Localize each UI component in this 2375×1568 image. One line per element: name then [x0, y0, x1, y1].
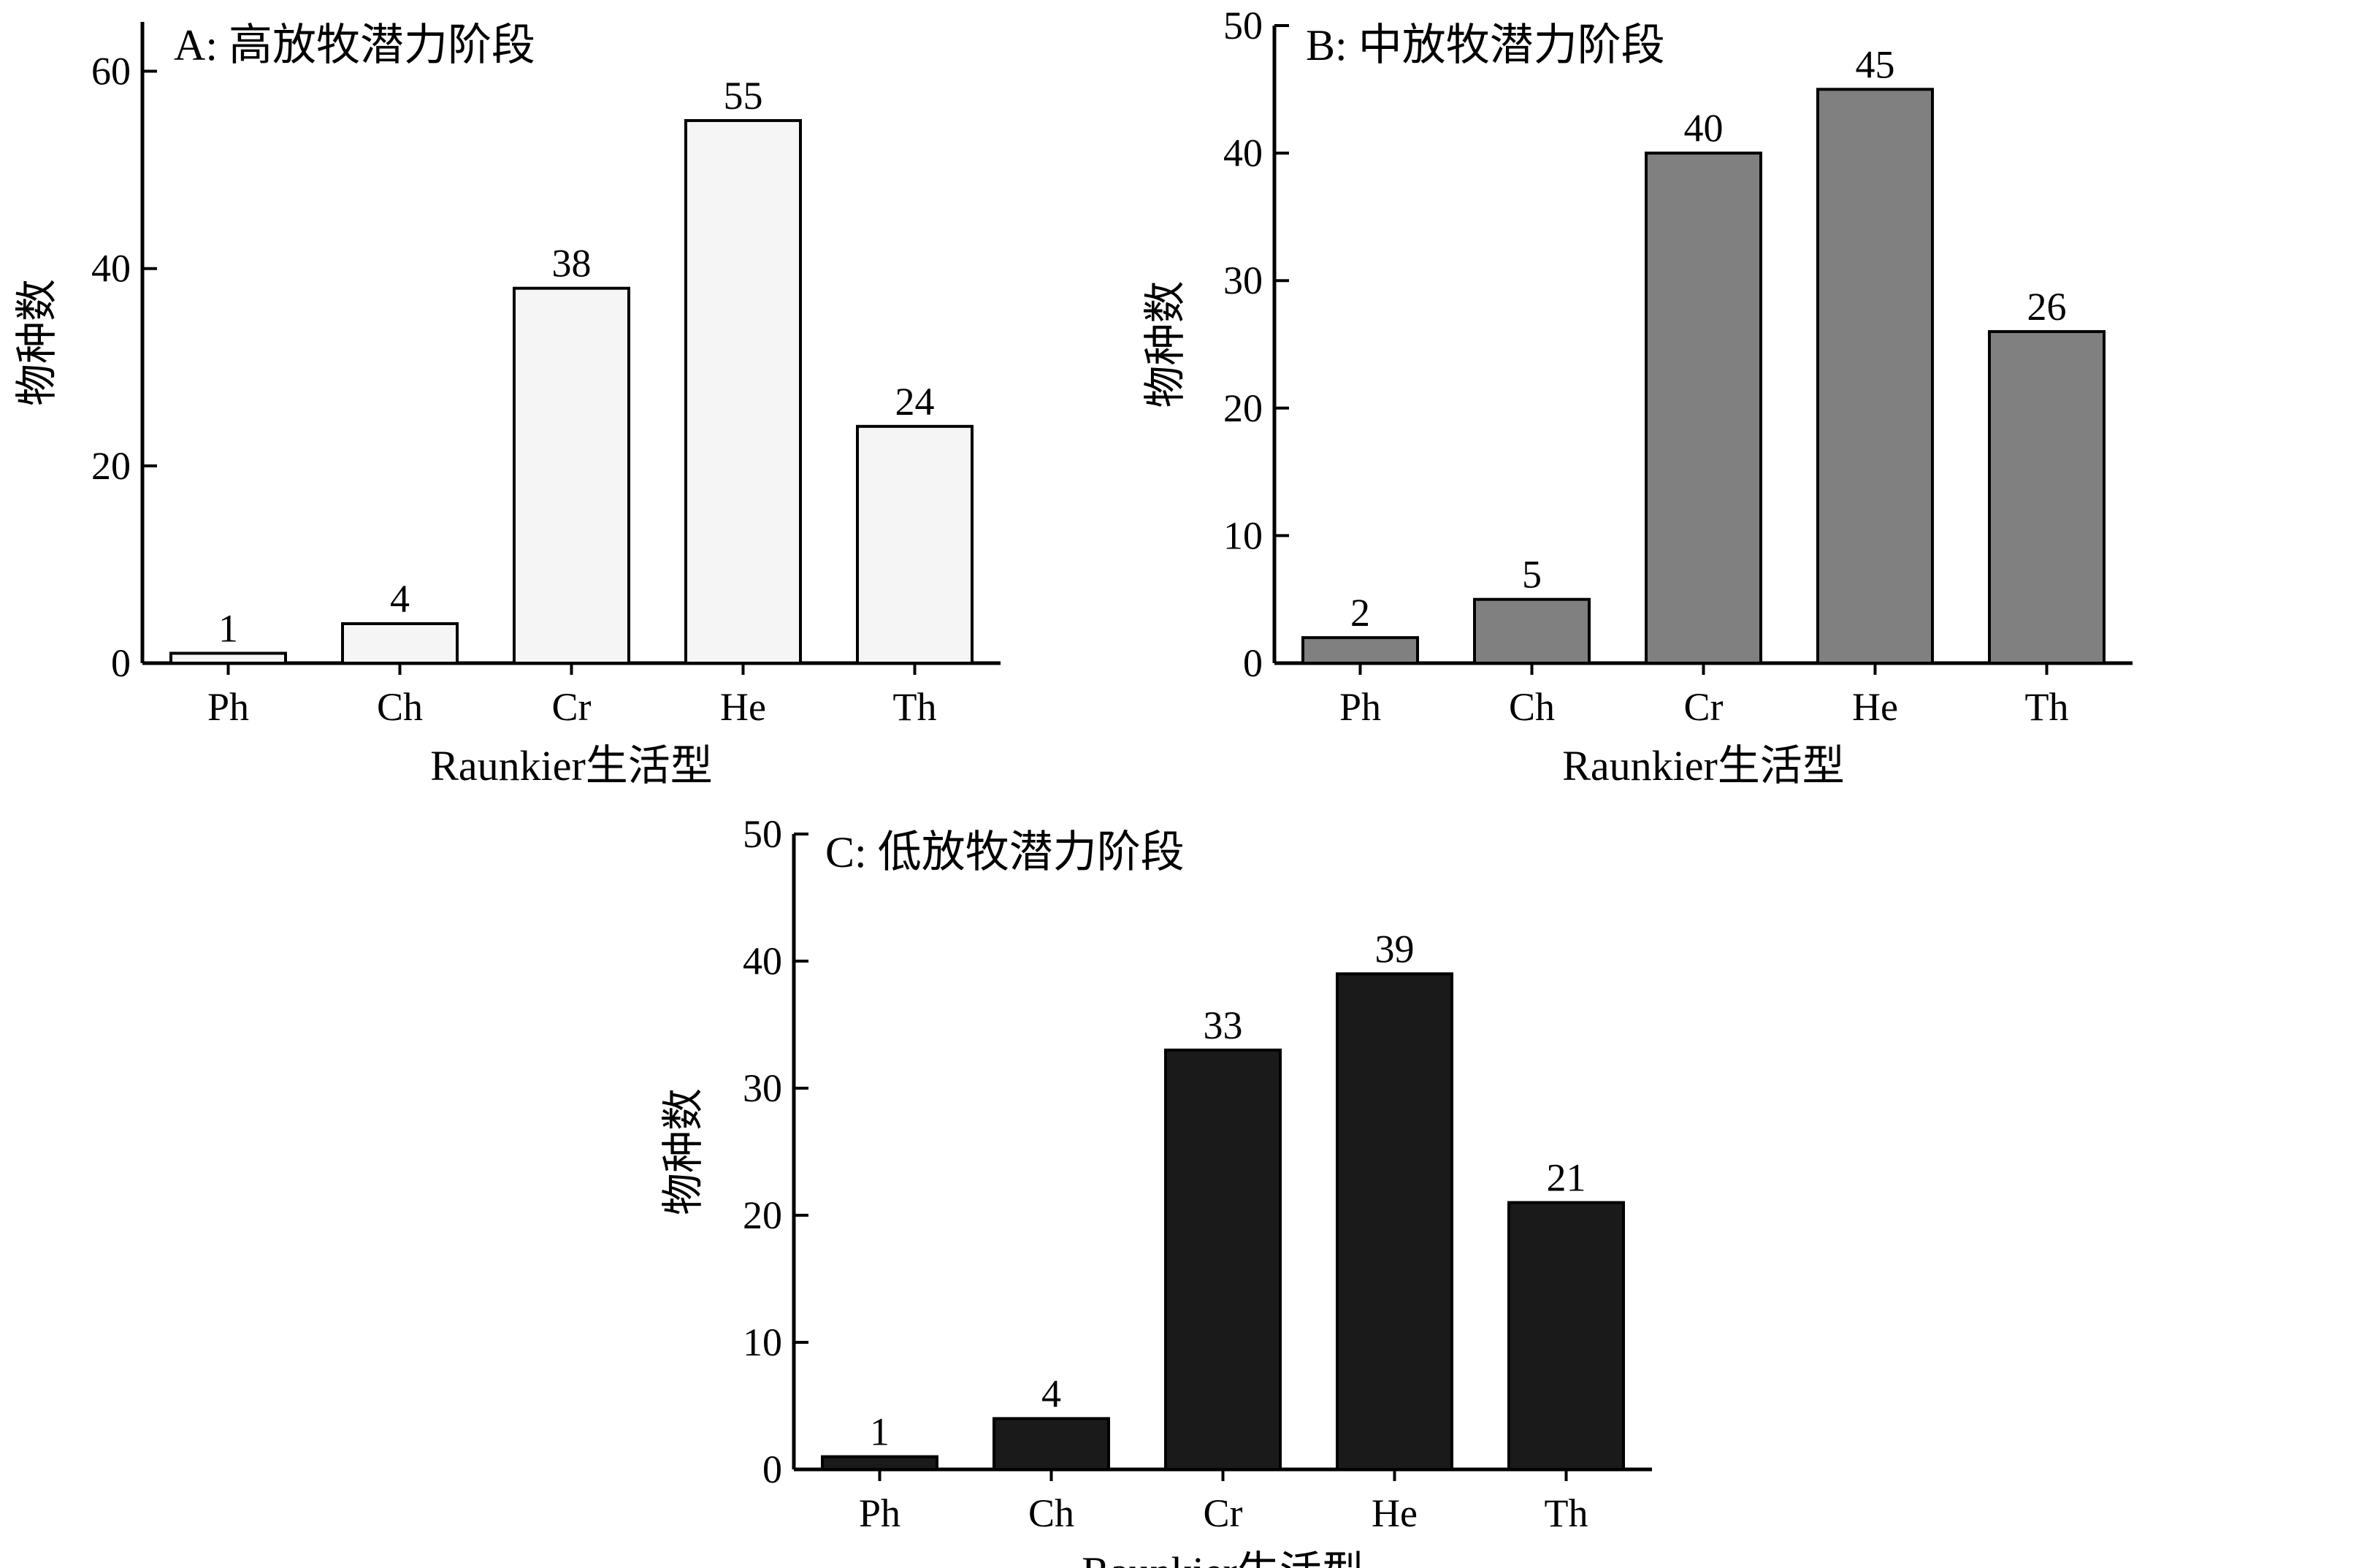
x-tick-label: Ch — [1028, 1491, 1074, 1535]
x-tick-label: Ph — [859, 1491, 900, 1535]
y-axis-label: 物种数 — [13, 279, 61, 406]
bar-cr — [513, 286, 630, 665]
bar-th — [856, 424, 974, 665]
bar-he — [1816, 88, 1934, 665]
bar-value-label: 24 — [895, 380, 935, 424]
y-tick-label: 10 — [1223, 513, 1263, 557]
bar-value-label: 45 — [1856, 42, 1895, 86]
bar-value-label: 33 — [1204, 1003, 1243, 1047]
x-tick-label: He — [1372, 1491, 1418, 1535]
y-tick-label: 40 — [1223, 131, 1263, 175]
bar-value-label: 38 — [552, 242, 592, 286]
x-tick-label: Cr — [1684, 685, 1724, 729]
chart-panel-b: 0 10 20 30 40 50 2 Ph 5 Ch 40 Cr 45 He 26 Th B: 中放牧潜力阶段 R… — [1141, 4, 2133, 789]
x-tick-label: Th — [1545, 1491, 1588, 1535]
x-tick-label: Cr — [1204, 1491, 1243, 1535]
x-tick-label: Th — [2025, 685, 2069, 729]
chart-panel-a: 0 20 40 60 1 Ph 4 Ch 38 Cr 55 He 24 Th A: 高放牧潜力阶段 Raunk… — [13, 21, 1001, 789]
bar-cr — [1164, 1048, 1282, 1472]
y-tick-label: 20 — [1223, 386, 1263, 430]
bar-cr — [1645, 151, 1762, 665]
bar-value-label: 55 — [724, 74, 763, 118]
y-tick-label: 40 — [91, 247, 131, 291]
panel-title: B: 中放牧潜力阶段 — [1306, 21, 1665, 69]
chart-panel-c: 0 10 20 30 40 50 1 Ph 4 Ch 33 Cr 39 He 21 Th C: 低放牧潜力阶段 R… — [659, 812, 1652, 1568]
bar-value-label: 40 — [1684, 107, 1724, 150]
y-tick-label: 50 — [1223, 4, 1263, 47]
bar-value-label: 1 — [870, 1410, 890, 1454]
bar-value-label: 1 — [218, 606, 238, 650]
x-axis-label: Raunkier生活型 — [1082, 1548, 1364, 1568]
bar-he — [684, 119, 802, 665]
bar-value-label: 4 — [1041, 1372, 1061, 1415]
bar-value-label: 21 — [1547, 1156, 1586, 1200]
x-tick-label: Ph — [1339, 685, 1381, 729]
bar-value-label: 5 — [1522, 553, 1542, 597]
bar-ch — [341, 622, 459, 665]
y-tick-label: 60 — [91, 50, 131, 93]
bar-value-label: 4 — [390, 577, 410, 621]
x-tick-label: Cr — [552, 685, 592, 729]
y-tick-label: 0 — [1243, 641, 1263, 685]
y-tick-label: 40 — [743, 939, 782, 983]
bar-ph — [169, 651, 287, 665]
x-tick-label: He — [720, 685, 766, 729]
bar-he — [1336, 972, 1453, 1471]
y-tick-label: 50 — [743, 812, 782, 856]
bar-value-label: 26 — [2027, 285, 2067, 329]
x-axis-label: Raunkier生活型 — [430, 742, 713, 789]
bar-ch — [1473, 597, 1591, 665]
y-axis-label: 物种数 — [659, 1088, 707, 1215]
bar-ph — [821, 1455, 938, 1471]
x-tick-label: Th — [893, 685, 937, 729]
bar-value-label: 2 — [1350, 591, 1370, 635]
y-tick-label: 30 — [743, 1066, 782, 1110]
x-tick-label: Ch — [1509, 685, 1555, 729]
panel-title: C: 低放牧潜力阶段 — [825, 828, 1185, 876]
y-tick-label: 0 — [111, 641, 131, 685]
bar-th — [1988, 330, 2106, 665]
bar-ch — [993, 1417, 1110, 1472]
bar-value-label: 39 — [1375, 927, 1415, 971]
panel-title: A: 高放牧潜力阶段 — [174, 21, 535, 69]
y-axis-label: 物种数 — [1141, 280, 1189, 408]
x-axis-label: Raunkier生活型 — [1562, 742, 1845, 789]
bar-ph — [1301, 636, 1419, 665]
y-tick-label: 20 — [743, 1193, 782, 1237]
y-tick-label: 10 — [743, 1320, 782, 1364]
x-tick-label: He — [1852, 685, 1898, 729]
x-tick-label: Ph — [207, 685, 249, 729]
x-tick-label: Ch — [377, 685, 423, 729]
bar-th — [1507, 1201, 1625, 1471]
y-tick-label: 20 — [91, 444, 131, 488]
y-tick-label: 0 — [762, 1447, 782, 1491]
y-tick-label: 30 — [1223, 259, 1263, 302]
